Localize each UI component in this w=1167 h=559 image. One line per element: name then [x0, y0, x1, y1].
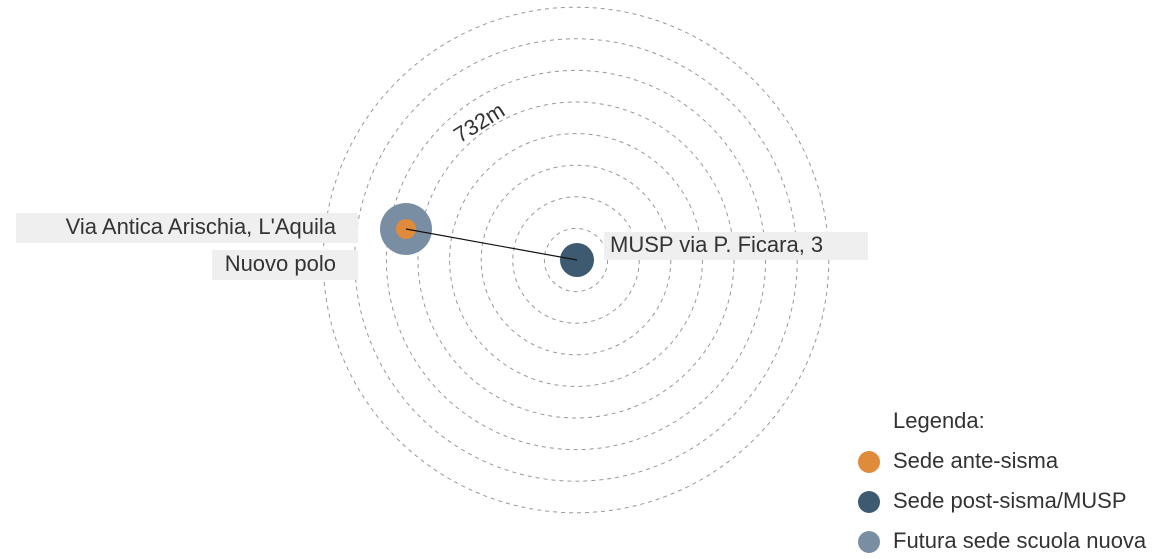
legend-swatch	[858, 451, 880, 473]
legend-title: Legenda:	[893, 408, 985, 433]
label-box	[604, 232, 868, 260]
legend-label: Sede post-sisma/MUSP	[893, 488, 1127, 513]
place-label: Via Antica Arischia, L'Aquila	[66, 214, 337, 239]
legend-swatch	[858, 491, 880, 513]
place-label: Nuovo polo	[225, 251, 336, 276]
distance-label: 732m	[449, 97, 509, 147]
legend: Sede ante-sisma Sede post-sisma/MUSP Futur…	[858, 448, 1147, 553]
distance-line	[405, 228, 578, 261]
legend-label: Sede ante-sisma	[893, 448, 1059, 473]
legend-swatch	[858, 531, 880, 553]
place-label: MUSP via P. Ficara, 3	[610, 232, 823, 257]
label-box	[212, 250, 358, 280]
label-box	[16, 213, 358, 243]
legend-label: Futura sede scuola nuova	[893, 528, 1147, 553]
